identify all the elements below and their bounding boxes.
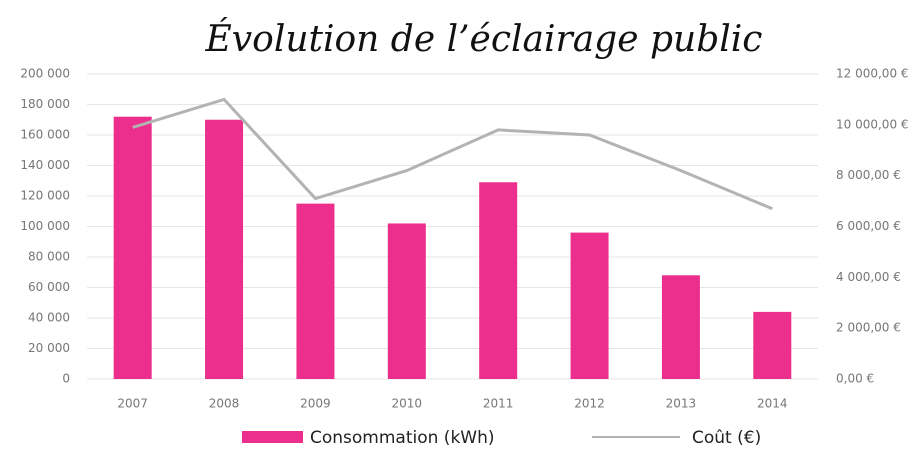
x-tick-label: 2007 xyxy=(117,397,148,411)
y-tick-label: 0 xyxy=(62,372,70,386)
y-tick-label: 120 000 xyxy=(20,189,70,203)
x-tick-label: 2010 xyxy=(392,397,423,411)
y-tick-label: 160 000 xyxy=(20,128,70,142)
bar xyxy=(753,311,792,379)
x-tick-label: 2013 xyxy=(666,397,697,411)
y-tick-label: 20 000 xyxy=(28,341,70,355)
chart-title: Évolution de l’éclairage public xyxy=(205,18,763,60)
x-tick-label: 2009 xyxy=(300,397,331,411)
bar xyxy=(296,203,335,379)
y-tick-label: 200 000 xyxy=(20,67,70,81)
y-tick-label: 180 000 xyxy=(20,97,70,111)
y-tick-label: 100 000 xyxy=(20,219,70,233)
legend-label: Coût (€) xyxy=(692,428,761,448)
y2-tick-label: 2 000,00 € xyxy=(836,321,901,335)
y-tick-label: 60 000 xyxy=(28,280,70,294)
y2-tick-label: 10 000,00 € xyxy=(836,117,909,131)
bar xyxy=(387,223,426,379)
y2-tick-label: 8 000,00 € xyxy=(836,168,901,182)
line xyxy=(132,97,773,211)
legend-swatch xyxy=(242,431,303,443)
y2-tick-label: 4 000,00 € xyxy=(836,270,901,284)
bar xyxy=(661,275,700,379)
y2-tick-label: 12 000,00 € xyxy=(836,67,909,81)
bar xyxy=(479,182,518,379)
bar xyxy=(570,232,609,379)
bar xyxy=(113,116,152,379)
legend-label: Consommation (kWh) xyxy=(310,428,495,448)
y-tick-label: 40 000 xyxy=(28,311,70,325)
x-tick-label: 2014 xyxy=(757,397,788,411)
x-tick-label: 2011 xyxy=(483,397,514,411)
bar xyxy=(205,119,244,379)
x-tick-label: 2012 xyxy=(574,397,605,411)
x-tick-label: 2008 xyxy=(209,397,240,411)
y-tick-label: 80 000 xyxy=(28,250,70,264)
y2-tick-label: 0,00 € xyxy=(836,372,874,386)
y-tick-label: 140 000 xyxy=(20,158,70,172)
y2-tick-label: 6 000,00 € xyxy=(836,219,901,233)
